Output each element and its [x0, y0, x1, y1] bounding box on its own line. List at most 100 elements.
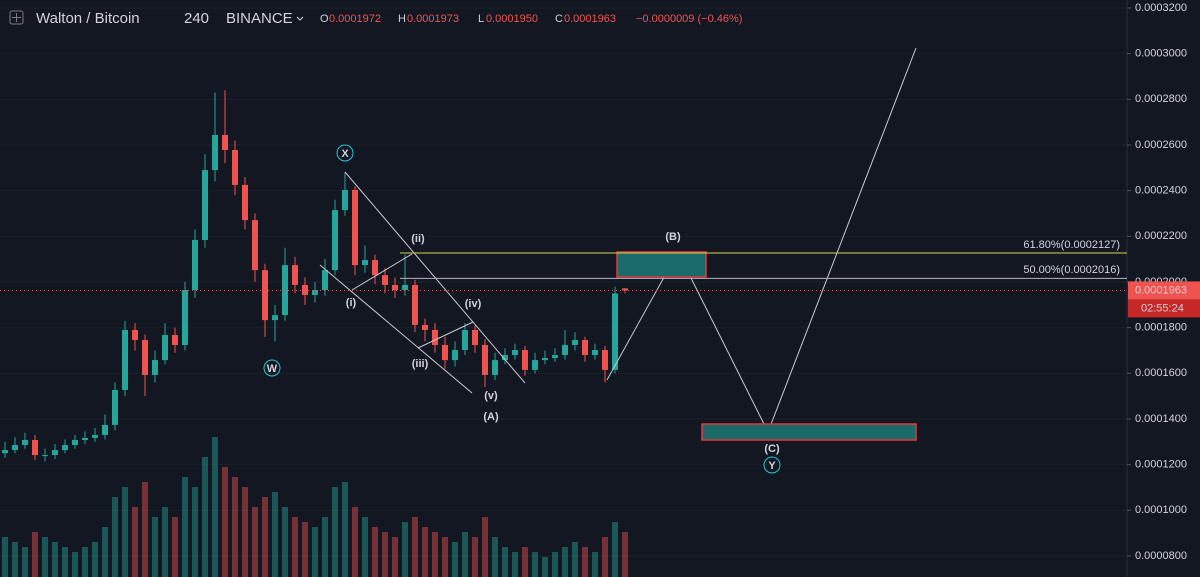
volume-bar [262, 497, 268, 577]
layout-icon[interactable] [9, 10, 24, 25]
y-tick-label: 0.0001800 [1135, 322, 1187, 334]
volume-bar [212, 437, 218, 577]
volume-bar [42, 537, 48, 577]
volume-bar [492, 537, 498, 577]
volume-bar [612, 522, 618, 577]
candle-body [22, 439, 28, 446]
candle-body [562, 345, 568, 356]
volume-bar [32, 532, 38, 577]
wave-circle [336, 144, 354, 162]
candle-body [122, 329, 128, 390]
candle-body [252, 220, 258, 271]
candle-body [212, 134, 218, 171]
volume-bar [72, 552, 78, 577]
projection-path [606, 47, 917, 434]
ohlc-key: L [478, 13, 484, 25]
volume-bar [92, 542, 98, 577]
volume-bar [362, 517, 368, 577]
candle-body [272, 315, 278, 321]
ohlc-key: H [398, 13, 406, 25]
channel-line [351, 253, 413, 291]
volume-bar [392, 537, 398, 577]
ohlc-value: 0.0001950 [486, 13, 538, 25]
volume-bar [192, 487, 198, 577]
candle-body [172, 334, 178, 346]
volume-bar [252, 507, 258, 577]
y-tick-label: 0.0002200 [1135, 230, 1187, 242]
candle-body [82, 437, 88, 440]
volume-bar [402, 522, 408, 577]
annotations: 61.80%(0.0002127) 50.00%(0.0002016) X W Y (i)… [0, 144, 1127, 474]
candle-body [32, 439, 38, 456]
wave-label: (A) [483, 411, 499, 423]
ohlc-value: 0.0001963 [564, 13, 616, 25]
candle-body [472, 329, 478, 346]
candle-body [582, 339, 588, 356]
candle-body [72, 439, 78, 446]
volume-bar [532, 552, 538, 577]
candle-body [342, 189, 348, 211]
volume-bar [412, 517, 418, 577]
candle-body [312, 289, 318, 296]
volume-bar [542, 557, 548, 577]
volume-bar [482, 517, 488, 577]
volume-bar [472, 537, 478, 577]
volume-bar [52, 542, 58, 577]
y-tick-label: 0.0003200 [1135, 2, 1187, 14]
volume-bar [232, 477, 238, 577]
volume-bar [552, 552, 558, 577]
candle-body [462, 329, 468, 351]
candle-body [232, 150, 238, 185]
volume-bar [462, 532, 468, 577]
candle-body [402, 284, 408, 290]
volume-bar [582, 547, 588, 577]
ohlc-value: 0.0001973 [407, 13, 459, 25]
candle-body [452, 350, 458, 361]
wave-label: (ii) [411, 233, 425, 245]
volume-bar [182, 477, 188, 577]
dropdown-chevron[interactable] [296, 16, 304, 21]
interval[interactable]: 240 [184, 10, 209, 27]
symbol[interactable]: Walton / Bitcoin [36, 10, 140, 27]
candle-body [572, 339, 578, 346]
target-box [701, 423, 917, 441]
drawings [319, 47, 917, 441]
candle-body [12, 445, 18, 451]
candle-body [352, 189, 358, 266]
volume-bar [502, 547, 508, 577]
y-tick-label: 0.0001000 [1135, 504, 1187, 516]
candle-body [552, 355, 558, 359]
volume-bar [622, 532, 628, 577]
volume-bar [592, 552, 598, 577]
volume-bar [222, 467, 228, 577]
y-tick-label: 0.0003000 [1135, 48, 1187, 60]
candle-layer [2, 90, 628, 462]
ohlc-key: O [320, 13, 329, 25]
volume-bar [202, 457, 208, 577]
change: −0.0000009 (−0.46%) [636, 13, 742, 25]
wave-label: (iii) [412, 358, 429, 370]
y-tick-label: 0.0002800 [1135, 93, 1187, 105]
volume-bar [162, 507, 168, 577]
ohlc-key: C [555, 13, 563, 25]
header: Walton / Bitcoin 240 BINANCE O 0.0001972… [9, 10, 742, 27]
wave-label: (C) [764, 443, 780, 455]
candle-body [392, 284, 398, 290]
price-axis: 0.0003200 0.0003000 0.0002800 0.0002600 0.00… [1127, 2, 1200, 562]
wave-label: (B) [665, 231, 681, 243]
volume-bar [122, 487, 128, 577]
volume-bar [82, 547, 88, 577]
candle-body [52, 450, 58, 456]
candle-body [432, 329, 438, 346]
candle-body [532, 360, 538, 370]
candle-body [592, 350, 598, 356]
volume-bar [102, 527, 108, 577]
ohlc-value: 0.0001972 [329, 13, 381, 25]
volume-bar [572, 542, 578, 577]
volume-bar [292, 517, 298, 577]
candle-body [382, 275, 388, 285]
volume-bar [12, 542, 18, 577]
channel-line [344, 171, 526, 384]
